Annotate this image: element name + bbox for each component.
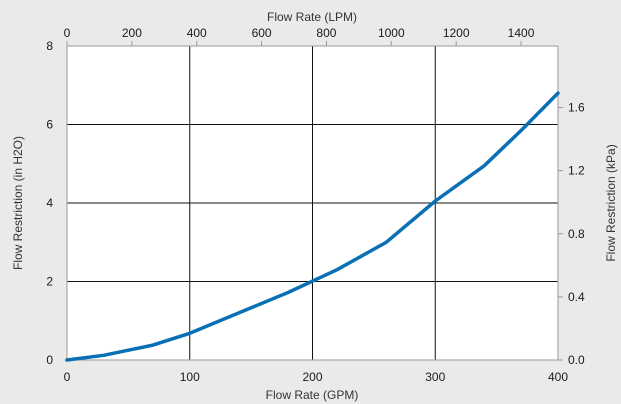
x2-tick-label-0: 0: [64, 26, 71, 40]
y-tick-label-3: 6: [46, 118, 53, 132]
y2-tick-label-1: 0.4: [568, 290, 585, 304]
axes: [66, 41, 563, 361]
series-layer: [65, 91, 560, 362]
y-tick-label-1: 2: [46, 275, 53, 289]
x2-tick-label-6: 1200: [443, 26, 470, 40]
series-line-0: [65, 91, 560, 362]
x2-tick-label-2: 400: [187, 26, 207, 40]
y2-tick-label-3: 1.2: [568, 164, 585, 178]
y2-axis-title: Flow Restriction (kPa): [604, 144, 618, 261]
x-tick-label-1: 100: [180, 370, 200, 384]
y-axis-title: Flow Restriction (in H2O): [11, 136, 25, 270]
x2-axis-title: Flow Rate (LPM): [267, 10, 357, 24]
x2-tick-label-3: 600: [252, 26, 272, 40]
x2-tick-label-4: 800: [316, 26, 336, 40]
x-tick-label-4: 400: [548, 370, 568, 384]
x2-tick-label-1: 200: [122, 26, 142, 40]
x-axis-title: Flow Rate (GPM): [266, 388, 359, 402]
y-tick-label-0: 0: [46, 353, 53, 367]
x-tick-label-2: 200: [302, 370, 322, 384]
x-tick-label-0: 0: [64, 370, 71, 384]
y-tick-label-2: 4: [46, 196, 53, 210]
x2-tick-label-7: 1400: [508, 26, 535, 40]
x2-tick-label-5: 1000: [378, 26, 405, 40]
y2-tick-label-4: 1.6: [568, 101, 585, 115]
y2-tick-label-0: 0.0: [568, 353, 585, 367]
y2-tick-label-2: 0.8: [568, 227, 585, 241]
x-tick-label-3: 300: [425, 370, 445, 384]
y-tick-label-4: 8: [46, 39, 53, 53]
